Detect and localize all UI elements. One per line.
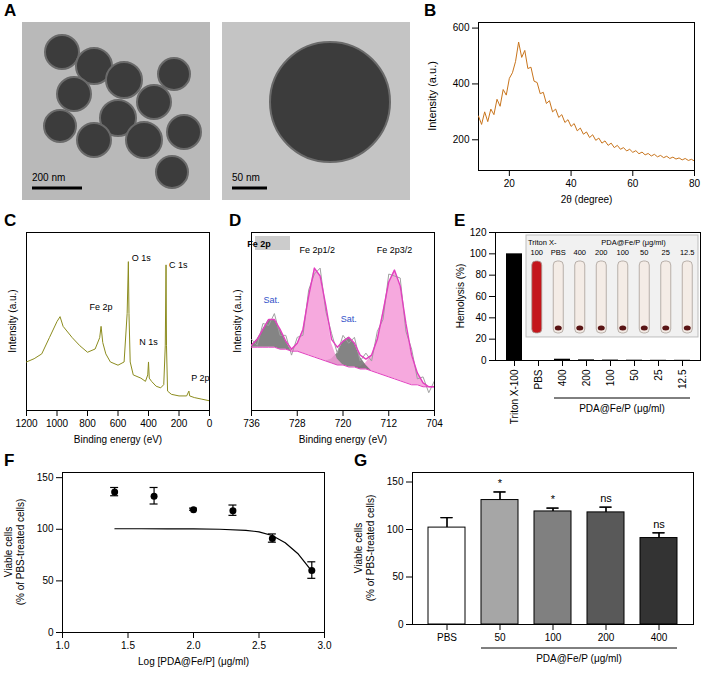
svg-text:400: 400 [140,418,157,429]
svg-text:100: 100 [616,248,629,257]
html-text:A: A [4,1,17,20]
svg-text:800: 800 [79,418,96,429]
svg-text:1000: 1000 [46,418,69,429]
svg-text:200: 200 [595,248,608,257]
svg-text:0: 0 [398,619,404,630]
svg-text:40: 40 [566,178,578,189]
svg-text:100: 100 [530,248,543,257]
svg-text:Fe 2p3/2: Fe 2p3/2 [377,245,413,255]
svg-text:3.0: 3.0 [318,640,332,651]
svg-text:Fe 2p1/2: Fe 2p1/2 [300,245,336,255]
svg-text:100: 100 [470,248,487,259]
svg-text:400: 400 [573,248,586,257]
svg-text:150: 150 [387,476,404,487]
svg-text:Sat.: Sat. [341,314,357,324]
svg-text:50: 50 [392,571,404,582]
svg-text:60: 60 [475,291,487,302]
svg-text:712: 712 [380,418,397,429]
svg-text:20: 20 [475,333,487,344]
svg-text:704: 704 [426,418,443,429]
svg-text:Sat.: Sat. [264,295,280,305]
html-text:F: F [4,451,15,470]
svg-text:Binding energy (eV): Binding energy (eV) [74,434,162,445]
svg-text:*: * [498,477,503,489]
svg-text:100: 100 [545,632,562,643]
svg-text:ns: ns [653,518,665,530]
svg-text:PBS: PBS [551,248,566,257]
svg-text:P 2p: P 2p [191,373,209,383]
html-text:E: E [454,211,466,230]
svg-text:2θ (degree): 2θ (degree) [561,194,613,205]
svg-text:0: 0 [481,355,487,366]
svg-text:80: 80 [475,269,487,280]
svg-text:C 1s: C 1s [169,260,188,270]
svg-text:20: 20 [504,178,516,189]
html-text:G: G [354,451,368,470]
svg-text:600: 600 [110,418,127,429]
svg-text:PBS: PBS [437,632,457,643]
svg-text:400: 400 [557,369,568,386]
svg-text:Viable cells(% of PBS-treated: Viable cells(% of PBS-treated cells) [353,495,376,602]
svg-text:1.5: 1.5 [121,640,135,651]
svg-text:150: 150 [37,472,54,483]
html-text:B: B [424,1,437,20]
svg-text:50: 50 [629,369,640,381]
svg-text:50: 50 [640,248,648,257]
svg-text:Triton X-100: Triton X-100 [509,369,520,424]
html-text:C: C [4,211,17,230]
svg-text:Intensity (a.u.): Intensity (a.u.) [426,61,438,131]
svg-text:1.0: 1.0 [56,640,70,651]
svg-text:120: 120 [470,227,487,238]
svg-text:100: 100 [605,369,616,386]
svg-text:N 1s: N 1s [139,337,158,347]
svg-text:200: 200 [581,369,592,386]
svg-text:200: 200 [453,134,470,145]
svg-text:720: 720 [335,418,352,429]
svg-text:600: 600 [453,22,470,33]
svg-text:50: 50 [494,632,506,643]
svg-text:PBS: PBS [533,369,544,389]
svg-text:Viable cells(% of PBS-treated: Viable cells(% of PBS-treated cells) [3,499,26,606]
svg-text:Binding energy (eV): Binding energy (eV) [299,434,387,445]
svg-text:PDA@Fe/P (μg/ml): PDA@Fe/P (μg/ml) [536,653,622,664]
svg-text:736: 736 [243,418,260,429]
svg-text:ns: ns [600,492,612,504]
svg-text:Log [PDA@Fe/P] (μg/ml): Log [PDA@Fe/P] (μg/ml) [138,656,249,667]
svg-text:728: 728 [289,418,306,429]
svg-text:PDA@Fe/P (μg/ml): PDA@Fe/P (μg/ml) [601,238,666,247]
svg-text:2.5: 2.5 [252,640,266,651]
svg-text:200 nm: 200 nm [32,172,65,183]
svg-text:PDA@Fe/P (μg/ml): PDA@Fe/P (μg/ml) [579,403,665,414]
svg-text:12.5: 12.5 [680,248,695,257]
svg-text:50: 50 [42,575,54,586]
svg-text:Intensity (a.u.): Intensity (a.u.) [7,289,18,352]
svg-text:*: * [551,493,556,505]
svg-text:Fe 2p: Fe 2p [90,302,113,312]
svg-text:O 1s: O 1s [132,253,152,263]
svg-text:0: 0 [207,418,213,429]
svg-text:400: 400 [453,78,470,89]
svg-text:40: 40 [475,312,487,323]
svg-text:0: 0 [48,627,54,638]
svg-text:100: 100 [387,524,404,535]
svg-text:Intensity (a.u.): Intensity (a.u.) [232,289,243,352]
svg-text:Fe 2p: Fe 2p [247,239,271,249]
svg-text:50 nm: 50 nm [232,172,260,183]
svg-text:60: 60 [627,178,639,189]
html-text:D: D [229,211,242,230]
svg-text:400: 400 [651,632,668,643]
svg-text:25: 25 [653,369,664,381]
svg-text:200: 200 [598,632,615,643]
svg-text:25: 25 [662,248,670,257]
svg-text:Hemolysis (%): Hemolysis (%) [455,264,466,328]
svg-text:1200: 1200 [15,418,38,429]
svg-text:2.0: 2.0 [187,640,201,651]
svg-text:Triton X-: Triton X- [528,238,557,247]
svg-text:80: 80 [689,178,701,189]
svg-text:100: 100 [37,523,54,534]
svg-text:200: 200 [171,418,188,429]
svg-text:12.5: 12.5 [677,369,688,389]
